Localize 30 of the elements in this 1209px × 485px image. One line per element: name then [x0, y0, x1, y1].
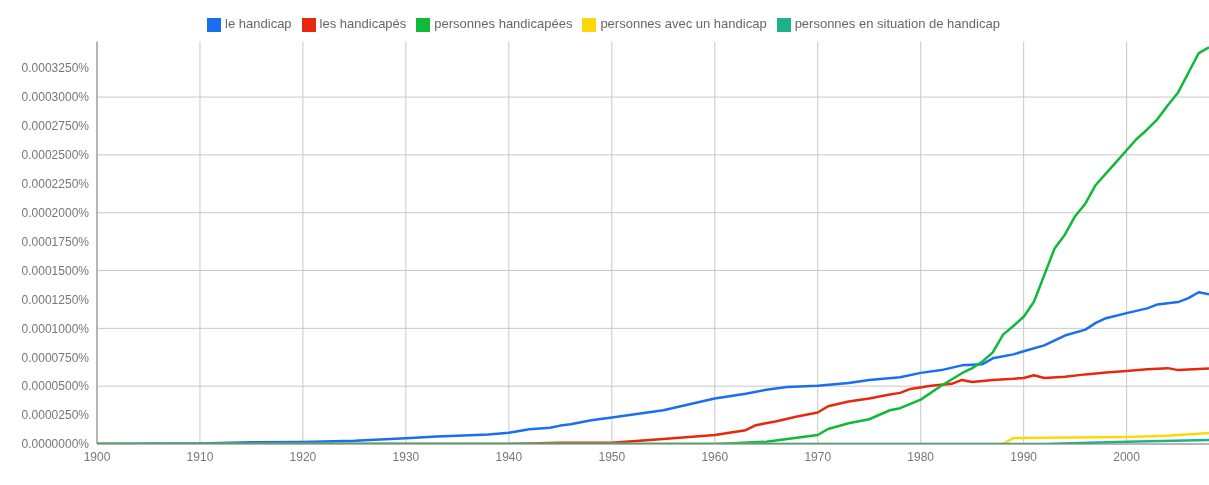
y-tick-label: 0.0003250%: [21, 61, 90, 76]
y-tick-label: 0.0001500%: [21, 263, 90, 278]
x-tick-label: 1920: [289, 449, 317, 464]
y-tick-label: 0.0003000%: [21, 90, 90, 105]
x-tick-label: 1910: [186, 449, 214, 464]
x-tick-label: 1950: [598, 449, 626, 464]
x-tick-label: 2000: [1113, 449, 1141, 464]
legend-label: les handicapés: [319, 16, 407, 31]
legend-label: le handicap: [225, 16, 292, 31]
x-tick-label: 1980: [907, 449, 935, 464]
y-tick-label: 0.0000500%: [21, 379, 90, 394]
x-tick-label: 1900: [83, 449, 111, 464]
x-tick-label: 1940: [495, 449, 523, 464]
legend-label: personnes en situation de handicap: [794, 16, 1000, 31]
y-tick-label: 0.0001750%: [21, 234, 90, 249]
y-tick-label: 0.0000250%: [21, 408, 90, 423]
x-tick-label: 1970: [804, 449, 832, 464]
legend-label: personnes handicapées: [434, 16, 573, 31]
y-tick-label: 0.0000750%: [21, 350, 90, 365]
y-tick-label: 0.0001250%: [21, 292, 90, 307]
y-tick-label: 0.0002000%: [21, 205, 90, 220]
y-tick-label: 0.0002250%: [21, 177, 90, 192]
y-tick-label: 0.0001000%: [21, 321, 90, 336]
x-tick-label: 1990: [1010, 449, 1038, 464]
y-tick-label: 0.0002500%: [21, 148, 90, 163]
x-tick-label: 1960: [701, 449, 729, 464]
legend-label: personnes avec un handicap: [600, 16, 767, 31]
y-tick-label: 0.0000000%: [21, 437, 90, 452]
y-tick-label: 0.0002750%: [21, 119, 90, 134]
x-tick-label: 1930: [392, 449, 420, 464]
